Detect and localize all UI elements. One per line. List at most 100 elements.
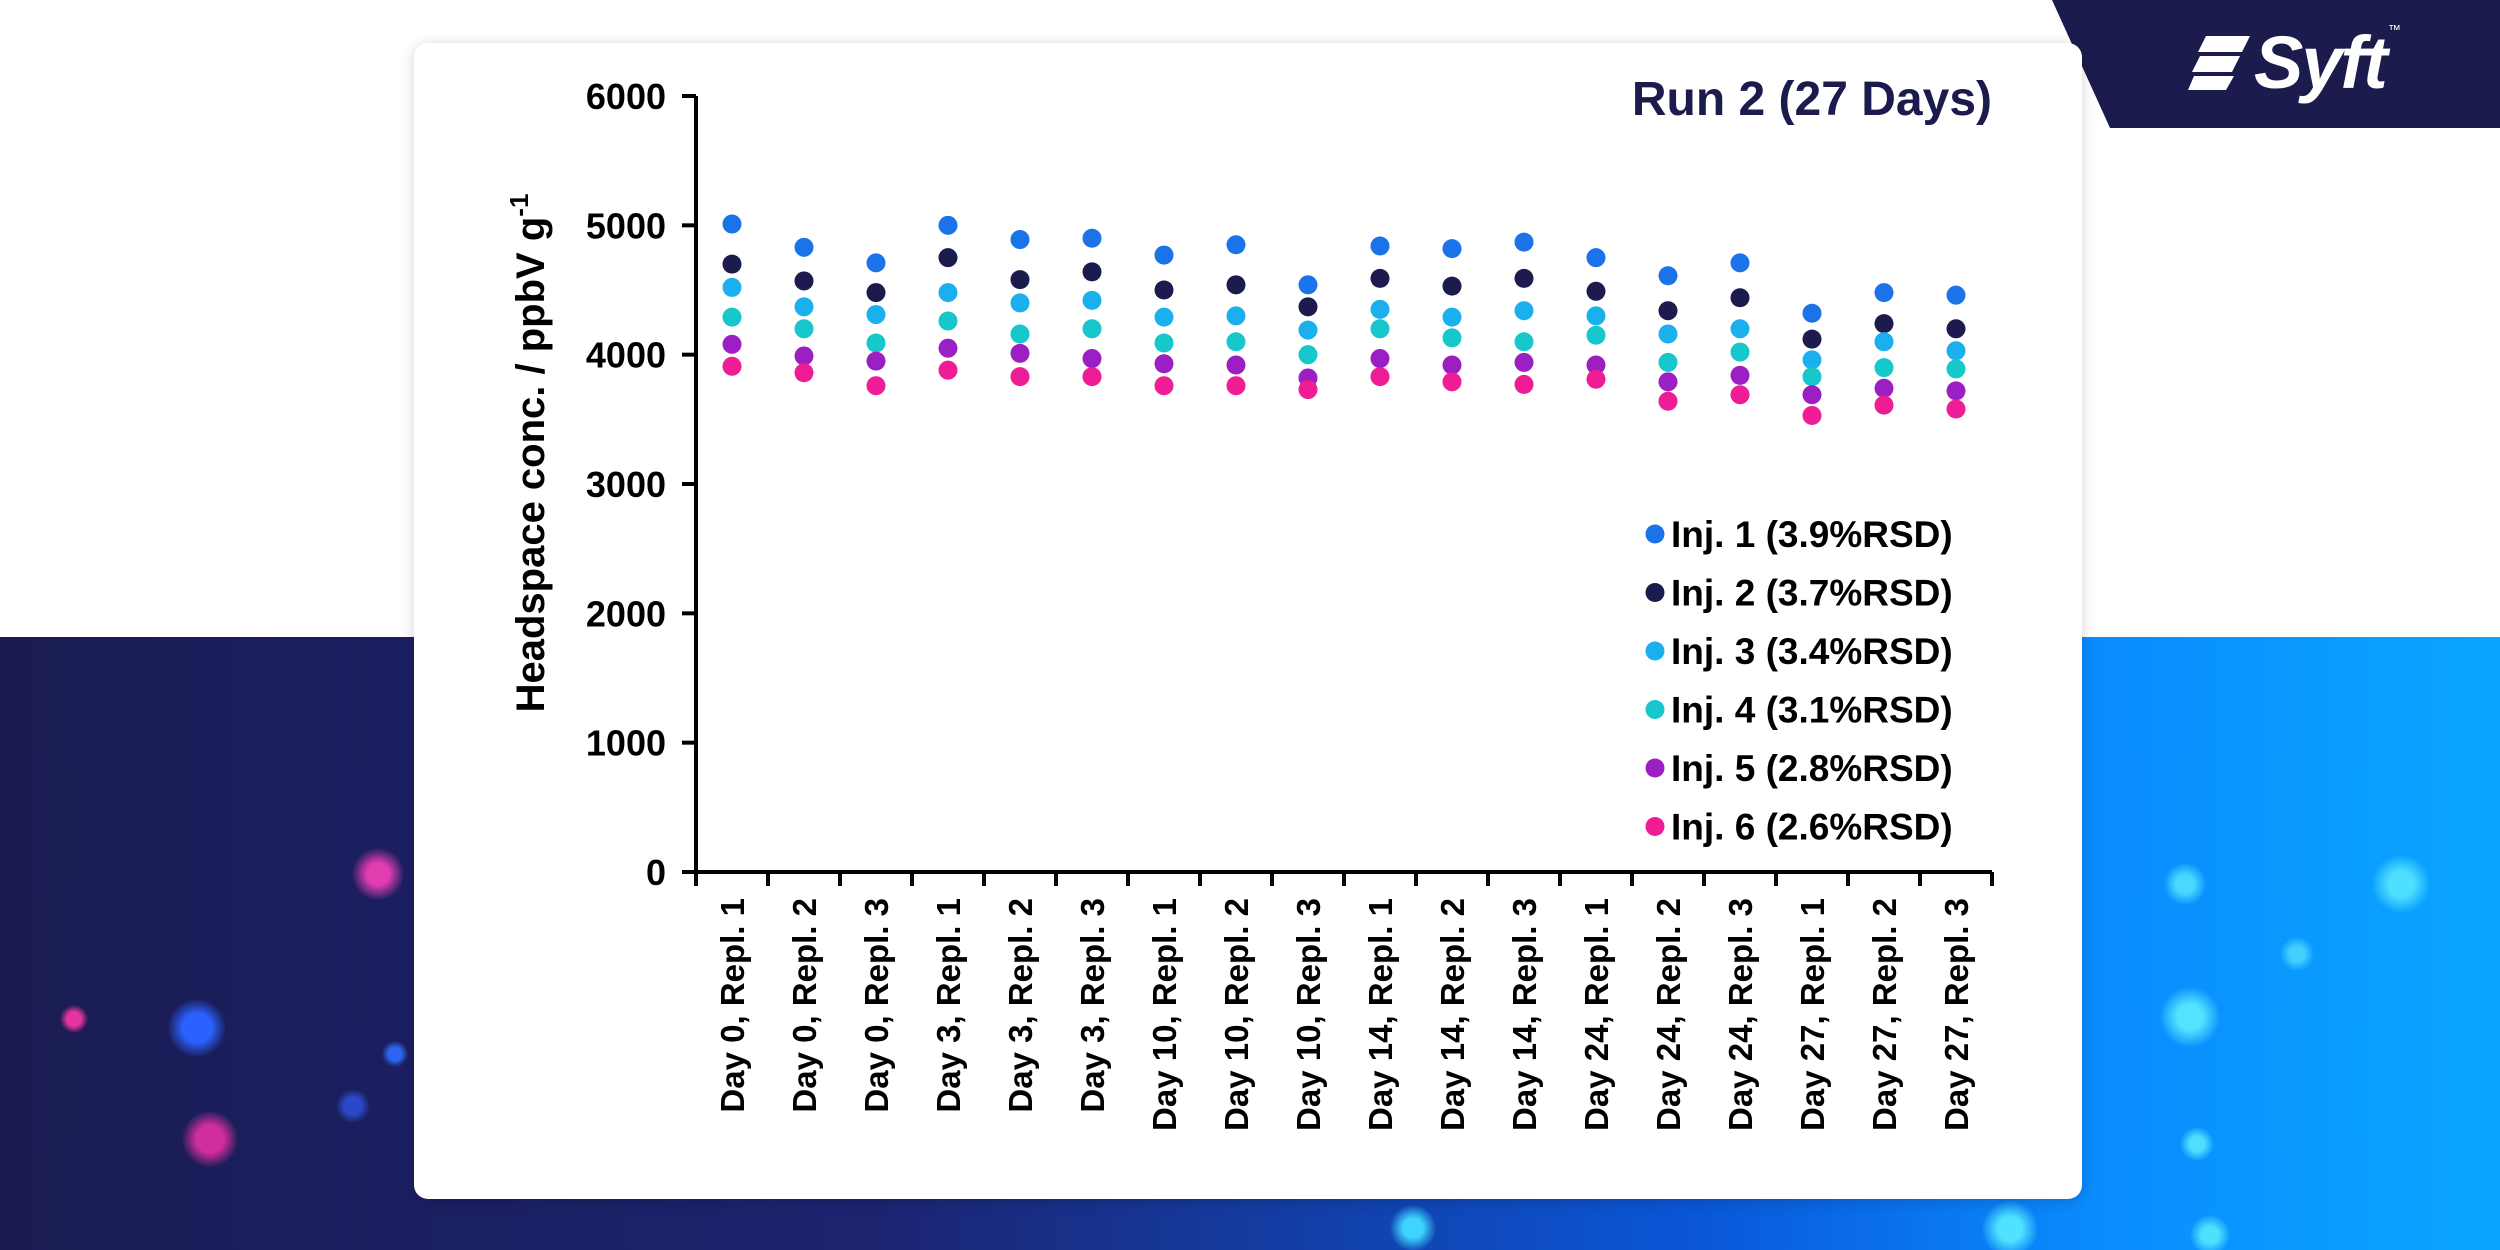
y-tick-label: 2000 [586, 593, 666, 634]
bokeh-dot [1982, 1201, 2038, 1250]
data-point-inj-5 [866, 351, 886, 371]
legend-marker [1645, 700, 1665, 719]
data-point-inj-4 [722, 307, 742, 327]
data-point-inj-2 [1154, 280, 1174, 300]
data-point-inj-1 [866, 253, 886, 273]
data-point-inj-1 [1802, 303, 1822, 323]
data-point-inj-2 [1514, 268, 1534, 288]
chart-card: 0 1000 2000 3000 4000 5000 6000 Day 0, Repl. 1… [414, 43, 2082, 1199]
data-point-inj-4 [1802, 367, 1822, 387]
x-tick-label: Day 24, Repl. 2 [1650, 898, 1687, 1131]
x-tick-label: Day 0, Repl. 3 [858, 898, 895, 1113]
data-point-inj-1 [1442, 239, 1462, 259]
data-point-inj-6 [1082, 367, 1102, 387]
data-point-inj-5 [938, 338, 958, 358]
data-point-inj-3 [1874, 332, 1894, 352]
y-tick-label: 6000 [586, 76, 666, 117]
data-point-inj-5 [1442, 355, 1462, 375]
bokeh-dot [2160, 987, 2220, 1047]
legend-label: Inj. 6 (2.6%RSD) [1671, 807, 1953, 848]
data-point-inj-5 [1514, 352, 1534, 372]
data-point-inj-2 [1802, 329, 1822, 349]
data-point-inj-5 [1586, 355, 1606, 375]
chart: 0 1000 2000 3000 4000 5000 6000 Day 0, Repl. 1… [504, 73, 1994, 1131]
bokeh-dot [352, 848, 404, 900]
data-point-inj-4 [866, 333, 886, 353]
bokeh-dot [2372, 855, 2430, 913]
data-point-inj-6 [722, 356, 742, 376]
data-point-inj-2 [1442, 276, 1462, 296]
data-point-inj-2 [794, 271, 814, 291]
data-point-inj-6 [1154, 376, 1174, 396]
data-point-inj-6 [1370, 367, 1390, 387]
x-tick-label: Day 3, Repl. 3 [1074, 898, 1111, 1113]
data-point-inj-6 [1226, 376, 1246, 396]
data-point-inj-4 [1946, 359, 1966, 379]
y-tick-label: 5000 [586, 205, 666, 246]
legend-marker [1645, 524, 1665, 544]
data-point-inj-1 [1730, 253, 1750, 273]
data-point-inj-3 [1010, 293, 1030, 313]
data-point-inj-6 [1946, 399, 1966, 419]
data-point-inj-3 [1802, 350, 1822, 370]
x-tick-label: Day 27, Repl. 2 [1866, 898, 1903, 1131]
data-point-inj-3 [1082, 290, 1102, 310]
data-point-inj-3 [1154, 307, 1174, 327]
data-point-inj-2 [1226, 275, 1246, 295]
data-point-inj-1 [1658, 266, 1678, 286]
data-point-inj-5 [1370, 349, 1390, 369]
x-tick-label: Day 3, Repl. 1 [930, 898, 967, 1113]
data-point-inj-6 [794, 363, 814, 383]
data-point-inj-1 [1874, 283, 1894, 303]
data-point-inj-1 [1370, 236, 1390, 256]
data-point-inj-3 [1226, 306, 1246, 326]
data-point-inj-5 [722, 334, 742, 354]
bokeh-dot [60, 1005, 88, 1033]
data-point-inj-5 [1082, 349, 1102, 369]
data-point-inj-4 [1586, 325, 1606, 345]
x-tick-label: Day 24, Repl. 1 [1578, 898, 1615, 1131]
data-point-inj-3 [938, 283, 958, 303]
y-axis-label-main: Headspace conc. / ppbV g [509, 217, 553, 713]
data-point-inj-6 [1730, 385, 1750, 405]
data-point-inj-4 [794, 319, 814, 339]
data-point-inj-3 [1442, 307, 1462, 327]
data-point-inj-6 [866, 376, 886, 396]
data-point-inj-2 [1370, 268, 1390, 288]
data-point-inj-3 [1730, 319, 1750, 339]
data-point-inj-1 [1082, 228, 1102, 248]
bokeh-dot [182, 1111, 238, 1167]
legend-label: Inj. 4 (3.1%RSD) [1671, 690, 1953, 731]
legend-marker [1645, 583, 1665, 602]
data-point-inj-4 [1730, 342, 1750, 362]
data-point-inj-2 [722, 254, 742, 274]
data-point-inj-5 [1730, 365, 1750, 385]
data-point-inj-2 [1298, 297, 1318, 317]
x-axis: Day 0, Repl. 1 Day 0, Repl. 2 Day 0, Repl.… [694, 870, 1994, 1131]
data-point-inj-4 [1154, 333, 1174, 353]
x-tick-label: Day 27, Repl. 1 [1794, 898, 1831, 1131]
legend-label: Inj. 5 (2.8%RSD) [1671, 748, 1953, 789]
x-tick-label: Day 14, Repl. 2 [1434, 898, 1471, 1131]
syft-logo-icon [2188, 36, 2250, 90]
data-point-inj-1 [1010, 230, 1030, 250]
legend-label: Inj. 1 (3.9%RSD) [1671, 514, 1953, 555]
data-point-inj-6 [1586, 369, 1606, 389]
legend-label: Inj. 3 (3.4%RSD) [1671, 631, 1953, 672]
legend-marker [1645, 758, 1665, 778]
data-point-inj-2 [1874, 314, 1894, 334]
data-point-inj-6 [1874, 395, 1894, 415]
data-point-inj-1 [1586, 248, 1606, 268]
data-point-inj-4 [1010, 324, 1030, 344]
data-point-inj-6 [1442, 372, 1462, 392]
x-tick-label: Day 3, Repl. 2 [1002, 898, 1039, 1113]
data-point-inj-4 [1658, 352, 1678, 372]
y-axis-label: Headspace conc. / ppbV g-1 [504, 194, 553, 713]
data-point-inj-4 [1442, 328, 1462, 348]
y-tick-label: 0 [646, 852, 666, 893]
data-point-inj-3 [1514, 301, 1534, 321]
bokeh-dot [2280, 937, 2314, 971]
chart-title: Run 2 (27 Days) [1632, 73, 1992, 126]
legend-marker [1645, 817, 1665, 836]
data-point-inj-2 [1082, 262, 1102, 282]
